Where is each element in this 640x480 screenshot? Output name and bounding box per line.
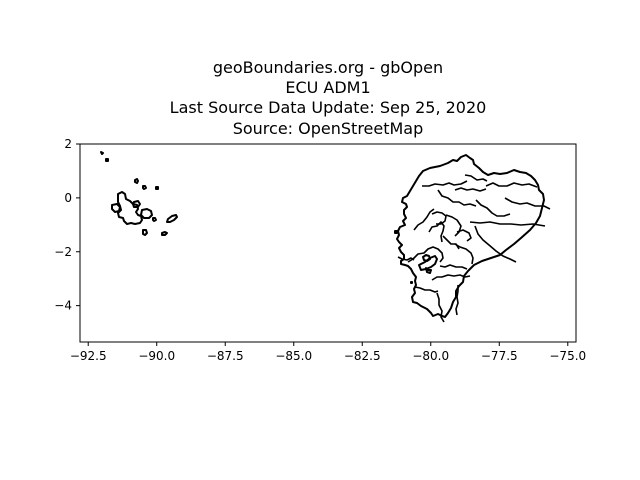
- gulf-of-guayaquil-islands: [394, 230, 438, 284]
- x-tick-label: −82.5: [344, 349, 381, 363]
- island-darwin: [100, 151, 104, 155]
- boundary-santo-domingo: [431, 211, 447, 225]
- boundary-imbabura: [454, 187, 487, 192]
- x-tick-label: −80.0: [412, 349, 449, 363]
- island-santa-fe: [152, 217, 157, 222]
- boundary-pichincha: [437, 189, 477, 207]
- y-tick-label: 2: [64, 137, 72, 151]
- boundary-tungurahua: [456, 229, 472, 242]
- title-line-1: geoBoundaries.org - gbOpen: [213, 58, 443, 77]
- x-tick-label: −77.5: [481, 349, 518, 363]
- boundary-morona: [474, 225, 517, 263]
- plot-area-frame: [79, 143, 577, 343]
- boundary-pastaza: [469, 221, 546, 227]
- y-tick-label: 0: [64, 191, 72, 205]
- boundary-cotopaxi: [445, 214, 462, 237]
- title-line-2: ECU ADM1: [285, 78, 370, 97]
- island-floreana: [142, 229, 148, 236]
- y-tick-label: −2: [54, 245, 72, 259]
- island-pinta: [134, 178, 139, 184]
- y-axis: 2 0 −2 −4: [54, 137, 80, 313]
- island-san-cristobal: [166, 214, 178, 223]
- boundary-manabi: [413, 208, 435, 231]
- island-genovesa: [155, 186, 159, 190]
- island-espanola: [161, 231, 168, 236]
- mainland-ecuador: [396, 154, 551, 323]
- delta-islets: [422, 254, 431, 262]
- x-tick-label: −87.5: [207, 349, 244, 363]
- island-puna: [418, 255, 438, 271]
- boundary-sucumbios: [485, 182, 538, 188]
- boundary-guayas: [407, 246, 444, 263]
- isla-santa-clara: [410, 281, 413, 284]
- boundary-orellana: [504, 197, 551, 210]
- figure-title: geoBoundaries.org - gbOpen ECU ADM1 Last…: [170, 58, 487, 138]
- x-tick-label: −90.0: [138, 349, 175, 363]
- boundary-zamora: [455, 285, 459, 316]
- boundary-carchi: [464, 174, 488, 182]
- y-tick-label: −4: [54, 299, 72, 313]
- title-line-3: Last Source Data Update: Sep 25, 2020: [170, 98, 487, 117]
- island-fernandina: [111, 203, 121, 213]
- island-santa-cruz: [140, 208, 153, 219]
- island-isabela: [117, 191, 143, 225]
- title-line-4: Source: OpenStreetMap: [233, 119, 424, 138]
- boundary-canar: [439, 264, 468, 270]
- x-tick-label: −75.0: [549, 349, 586, 363]
- boundary-esmeraldas: [422, 180, 468, 187]
- x-tick-label: −92.5: [70, 349, 107, 363]
- island-marchena: [142, 185, 147, 190]
- boundary-el-oro: [414, 286, 439, 293]
- isla-la-plata: [394, 230, 398, 234]
- boundary-los-rios: [428, 221, 445, 243]
- boundary-chimborazo: [454, 243, 474, 265]
- x-tick-label: −85.0: [275, 349, 312, 363]
- delta-islets-2: [425, 267, 432, 274]
- boundary-santa-elena: [397, 256, 415, 261]
- island-wolf: [105, 158, 109, 162]
- boundary-napo: [475, 199, 511, 217]
- galapagos-islands: [100, 151, 178, 236]
- island-santiago: [132, 200, 141, 208]
- boundary-loja: [436, 292, 445, 323]
- mainland-outline: [396, 154, 545, 318]
- boundary-bolivar: [442, 235, 460, 250]
- boundary-azuay: [431, 274, 471, 281]
- x-axis: −92.5 −90.0 −87.5 −85.0 −82.5 −80.0 −77.5 −75.0: [70, 342, 586, 363]
